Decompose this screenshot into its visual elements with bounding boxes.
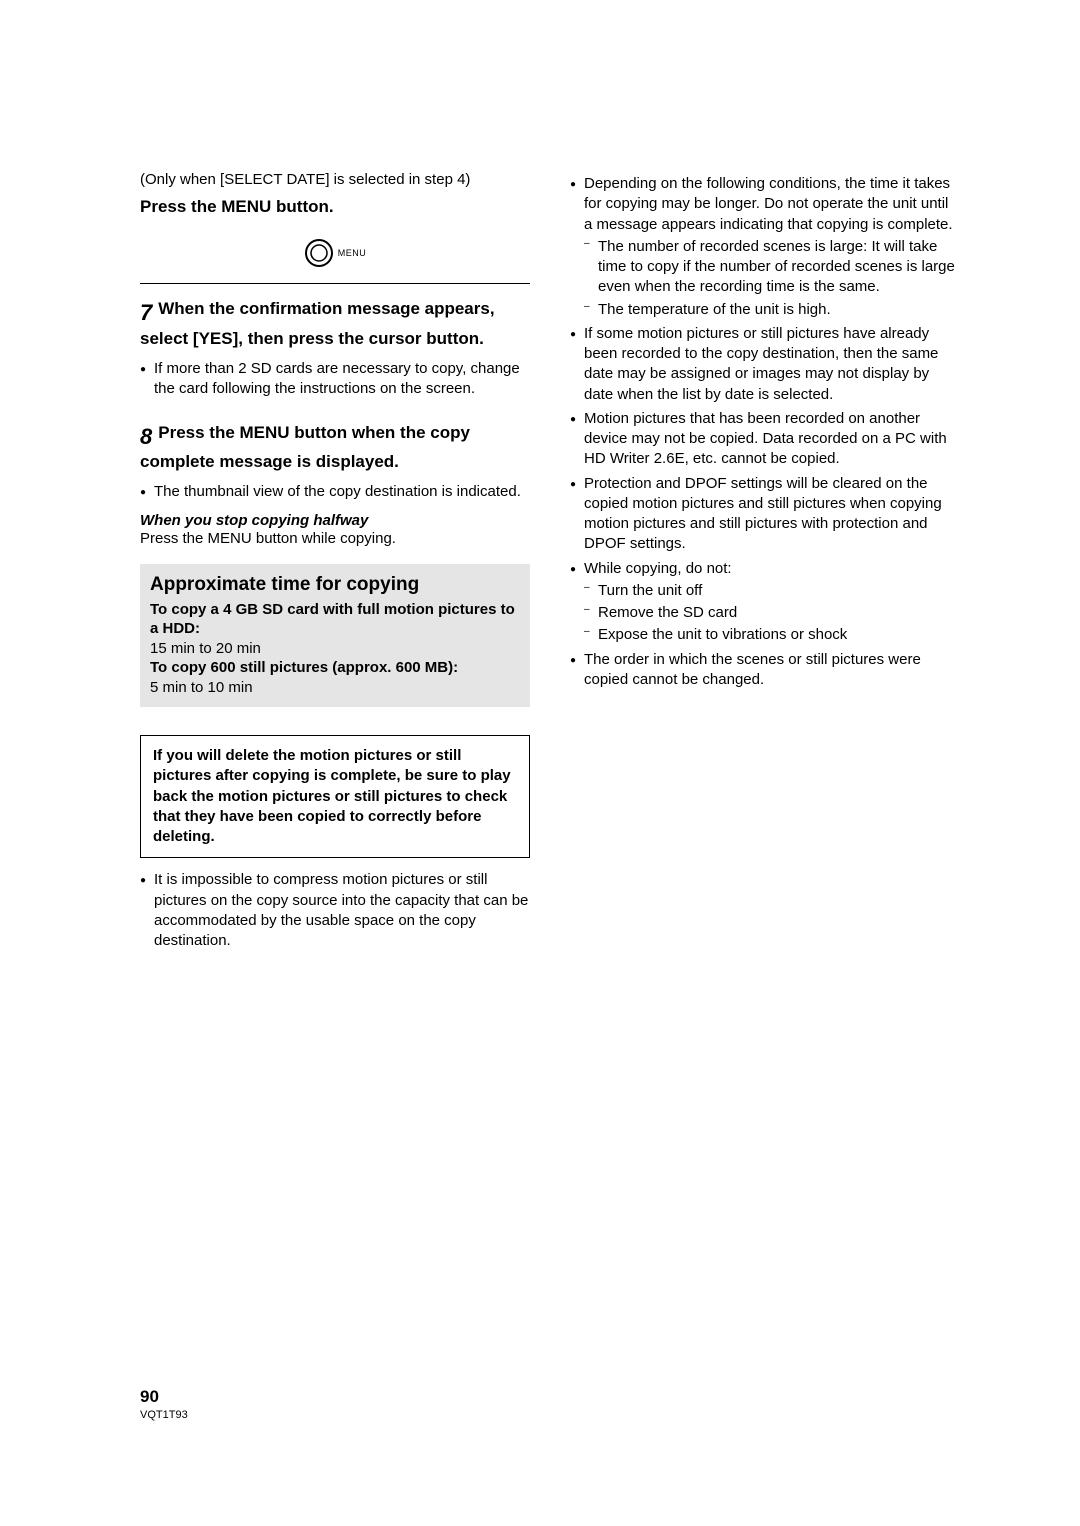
right-b5-text: While copying, do not: — [584, 560, 732, 577]
step-8-heading: 8Press the MENU button when the copy com… — [140, 422, 530, 475]
approximate-time-box: Approximate time for copying To copy a 4… — [140, 564, 530, 708]
step-7-heading: 7When the confirmation message appears, … — [140, 298, 530, 351]
right-b6: The order in which the scenes or still p… — [570, 650, 960, 691]
step-7-num: 7 — [140, 298, 152, 328]
right-b1: Depending on the following conditions, t… — [570, 174, 960, 320]
right-b3: Motion pictures that has been recorded o… — [570, 409, 960, 470]
right-b1-sublist: The number of recorded scenes is large: … — [584, 237, 960, 320]
left-column: (Only when [SELECT DATE] is selected in … — [140, 170, 530, 955]
step-8-bullet-1: The thumbnail view of the copy destinati… — [140, 482, 530, 502]
step-7-bullets: If more than 2 SD cards are necessary to… — [140, 359, 530, 400]
right-b5-d2: Remove the SD card — [584, 603, 960, 623]
approx-line1: 15 min to 20 min — [150, 639, 520, 659]
right-b5-d3: Expose the unit to vibrations or shock — [584, 625, 960, 645]
post-warning-bullet-1: It is impossible to compress motion pict… — [140, 870, 530, 951]
menu-button-icon — [304, 238, 334, 268]
step-7-title: When the confirmation message appears, s… — [140, 299, 495, 348]
approx-line1-bold: To copy a 4 GB SD card with full motion … — [150, 600, 520, 639]
step-8-title: Press the MENU button when the copy comp… — [140, 423, 470, 472]
right-b1-d2: The temperature of the unit is high. — [584, 300, 960, 320]
right-b5-sublist: Turn the unit off Remove the SD card Exp… — [584, 581, 960, 646]
halfway-text: Press the MENU button while copying. — [140, 529, 530, 549]
approx-title: Approximate time for copying — [150, 574, 520, 596]
menu-button-illustration: MENU — [140, 238, 530, 268]
right-column: Depending on the following conditions, t… — [570, 170, 960, 694]
halfway-heading: When you stop copying halfway — [140, 512, 530, 529]
right-b4: Protection and DPOF settings will be cle… — [570, 474, 960, 555]
right-b5-d1: Turn the unit off — [584, 581, 960, 601]
press-menu-heading: Press the MENU button. — [140, 196, 530, 219]
step-7-bullet-1: If more than 2 SD cards are necessary to… — [140, 359, 530, 400]
right-b5: While copying, do not: Turn the unit off… — [570, 559, 960, 646]
right-b2: If some motion pictures or still picture… — [570, 324, 960, 405]
step-8: 8Press the MENU button when the copy com… — [140, 422, 530, 503]
page-number: 90 — [140, 1387, 188, 1407]
approx-line2-bold: To copy 600 still pictures (approx. 600 … — [150, 658, 520, 678]
doc-code: VQT1T93 — [140, 1409, 188, 1421]
right-bullets: Depending on the following conditions, t… — [570, 174, 960, 690]
warning-text: If you will delete the motion pictures o… — [153, 746, 517, 847]
step-8-num: 8 — [140, 422, 152, 452]
right-b1-text: Depending on the following conditions, t… — [584, 175, 953, 233]
step-8-bullets: The thumbnail view of the copy destinati… — [140, 482, 530, 502]
step-7: 7When the confirmation message appears, … — [140, 298, 530, 399]
menu-label: MENU — [338, 248, 367, 258]
warning-box: If you will delete the motion pictures o… — [140, 735, 530, 858]
approx-line2: 5 min to 10 min — [150, 678, 520, 698]
divider-1 — [140, 283, 530, 284]
precondition-text: (Only when [SELECT DATE] is selected in … — [140, 170, 530, 190]
page-footer: 90 VQT1T93 — [140, 1387, 188, 1421]
right-b1-d1: The number of recorded scenes is large: … — [584, 237, 960, 298]
post-warning-bullets: It is impossible to compress motion pict… — [140, 870, 530, 951]
